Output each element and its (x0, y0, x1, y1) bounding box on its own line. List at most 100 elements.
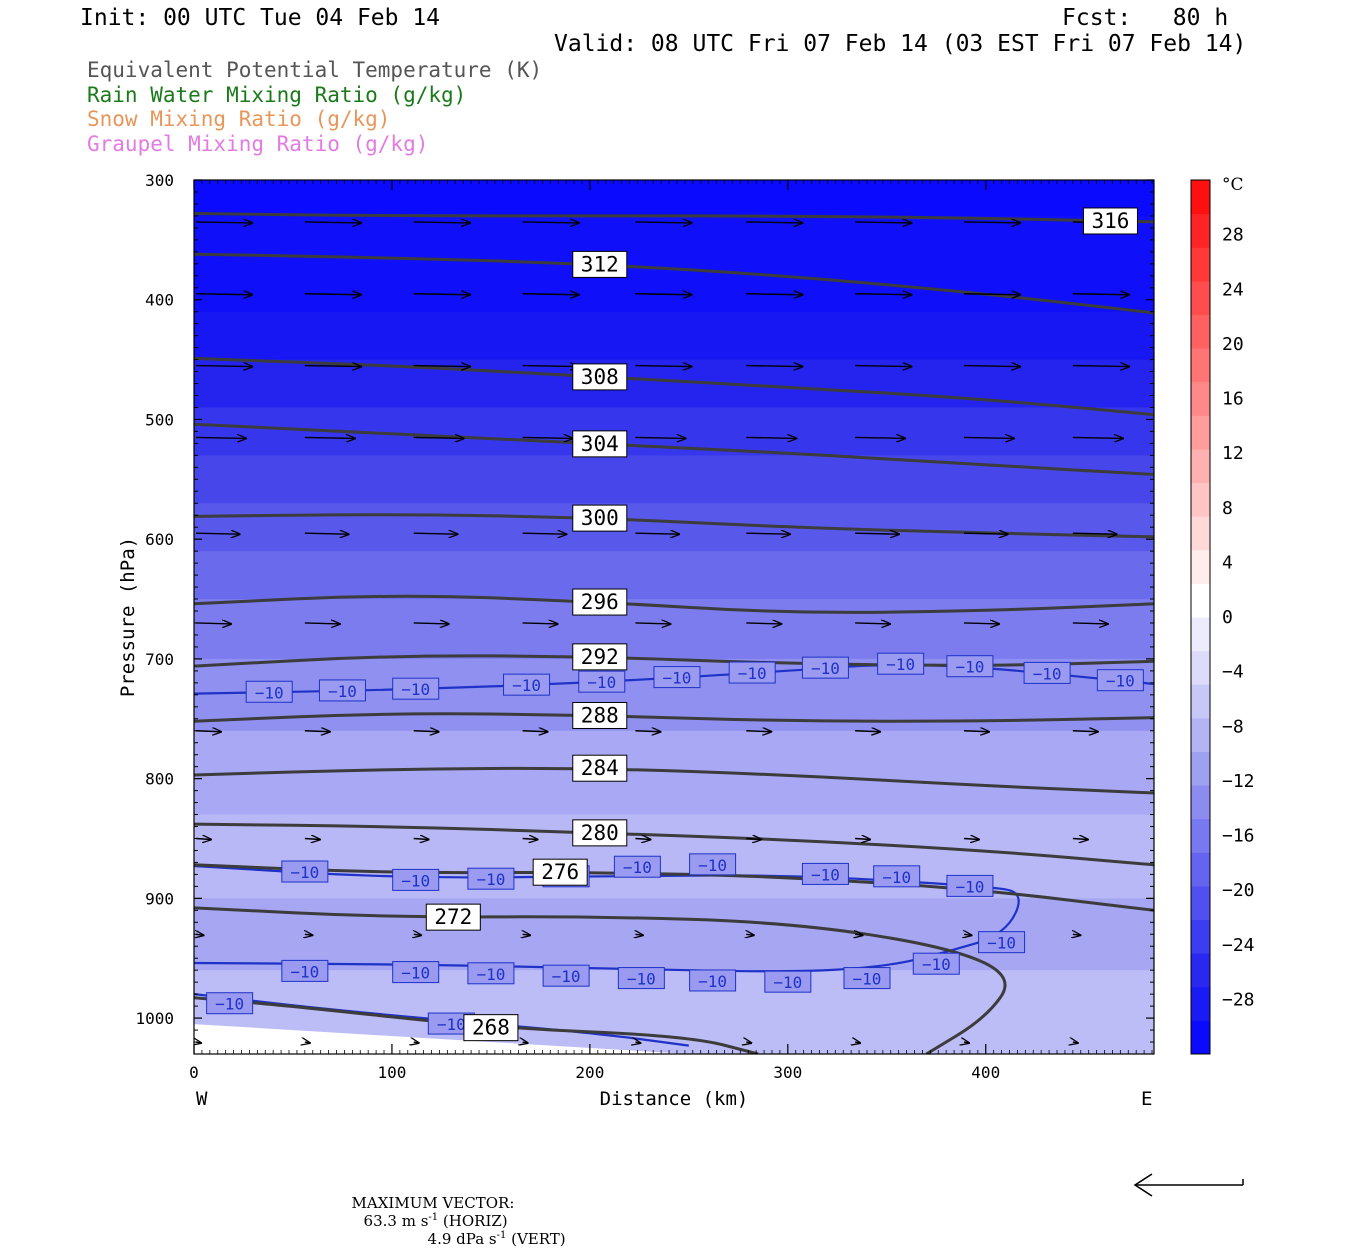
y-axis-title: Pressure (hPa) (117, 537, 139, 697)
theta-e-label-text: 312 (581, 252, 619, 276)
x-tick-label: 400 (971, 1063, 1000, 1082)
temp-label-text: −10 (663, 669, 692, 688)
temp-label-text: −10 (255, 683, 284, 702)
theta-e-label-text: 304 (581, 432, 619, 456)
temp-label-box (206, 992, 254, 1015)
wind-vector (522, 437, 573, 438)
temp-label-box (728, 661, 776, 684)
temp-label: −10 (206, 992, 254, 1015)
temp-band (194, 730, 1154, 816)
theta-e-label-text: 284 (581, 756, 619, 780)
temp-band (194, 180, 1154, 217)
colorbar-swatch (1191, 1020, 1210, 1055)
theta-e-label-268: 268 (463, 1014, 519, 1042)
vert-vector-value: 4.9 dPa s (427, 1230, 497, 1248)
max-vector-label: MAXIMUM VECTOR: (351, 1194, 515, 1212)
temp-label: −10 (245, 680, 293, 703)
temp-label-text: −10 (215, 995, 244, 1014)
wind-vector (1072, 838, 1088, 839)
temp-label-text: −10 (587, 673, 616, 692)
temp-label: −10 (946, 874, 994, 897)
vert-exponent: -1 (496, 1230, 507, 1241)
temp-label-box (281, 959, 329, 982)
horiz-exponent: -1 (428, 1212, 439, 1223)
temp-label-box (392, 677, 440, 700)
temp-label: −10 (318, 679, 366, 702)
wind-vector (522, 838, 538, 839)
wind-vector (522, 294, 579, 295)
wind-vector (635, 222, 691, 223)
theta-e-contour-296 (194, 594, 1154, 614)
wind-vector (746, 294, 802, 295)
wind-vector (413, 294, 470, 295)
temp-label: −10 (978, 931, 1026, 954)
horiz-suffix: (HORIZ) (438, 1212, 508, 1230)
temp-label-box (578, 670, 626, 693)
temp-label: −10 (503, 673, 551, 696)
axes: 300 400 500 600 700 800 900 1000 0 100 200 300 400 (135, 171, 1154, 1082)
wind-vector (963, 731, 989, 732)
theta-e-label-text: 292 (581, 645, 619, 669)
y-tick-label: 500 (145, 410, 174, 429)
wind-vector (746, 838, 761, 839)
temp-label-box (912, 952, 960, 975)
wind-vector (1072, 366, 1129, 367)
wind-vector (523, 1042, 528, 1043)
colorbar-swatch (1191, 684, 1210, 719)
colorbar-swatch (1191, 280, 1210, 315)
temp-label: −10 (613, 855, 661, 878)
wind-vector (1072, 294, 1129, 295)
temp-label: −10 (689, 853, 737, 876)
colorbar-tick-label: 28 (1222, 225, 1244, 246)
wind-vector (1073, 1042, 1078, 1043)
wind-vector (414, 934, 422, 935)
wind-vector (413, 533, 458, 534)
temp-label-text: −10 (623, 858, 652, 877)
x-left-direction: W (196, 1088, 208, 1110)
temp-band (194, 455, 1154, 504)
temp-label: −10 (542, 964, 590, 987)
temp-label-text: −10 (698, 856, 727, 875)
wind-vector (304, 623, 340, 624)
colorbar-swatch (1191, 381, 1210, 416)
theta-e-contour-304 (194, 422, 1154, 476)
colorbar-swatch (1191, 650, 1210, 685)
plot-frame (193, 179, 1155, 1055)
temp-label: −10 (653, 666, 701, 689)
colorbar-unit: °C (1222, 175, 1244, 195)
temp-label: −10 (877, 652, 925, 675)
temp-label-text: −10 (476, 870, 505, 889)
y-tick-label: 800 (145, 770, 174, 789)
colorbar-tick-label: 0 (1222, 607, 1233, 628)
wind-vector (746, 366, 802, 367)
wind-vector (304, 731, 330, 732)
wind-vector (305, 1042, 310, 1043)
temp-label-box (1096, 669, 1144, 692)
colorbar: °C 28 24 20 16 12 8 4 0 −4 −8 −12 −16 −20 −24 −28 (1190, 175, 1255, 1055)
wind-vector (855, 838, 870, 839)
colorbar-tick-label: −28 (1222, 989, 1255, 1010)
wind-vector (855, 934, 863, 935)
temp-label-text: −10 (290, 863, 319, 882)
wind-vector (855, 1042, 860, 1043)
colorbar-swatch (1191, 785, 1210, 820)
temp-label: −10 (281, 959, 329, 982)
theta-e-contour-284 (194, 766, 1154, 795)
theta-e-contour-280 (194, 822, 1154, 867)
forecast-hour-label: Fcst: 80 h (1062, 5, 1229, 31)
surface-wedge (194, 1024, 689, 1054)
theta-e-label-292: 292 (572, 643, 628, 671)
colorbar-tick-label: −20 (1222, 880, 1255, 901)
wind-vector (1072, 437, 1123, 438)
wind-vector (413, 222, 470, 223)
temp-label: −10 (873, 865, 921, 888)
theta-e-label-text: 268 (472, 1016, 510, 1040)
theta-e-label-box (572, 588, 628, 616)
wind-vector (1072, 731, 1098, 732)
wind-vector (304, 838, 320, 839)
temp-label-box (1023, 661, 1071, 684)
temp-label-box (392, 868, 440, 891)
temp-label-box (946, 874, 994, 897)
temp-label-text: −10 (328, 682, 357, 701)
temp-label-box (617, 967, 665, 990)
